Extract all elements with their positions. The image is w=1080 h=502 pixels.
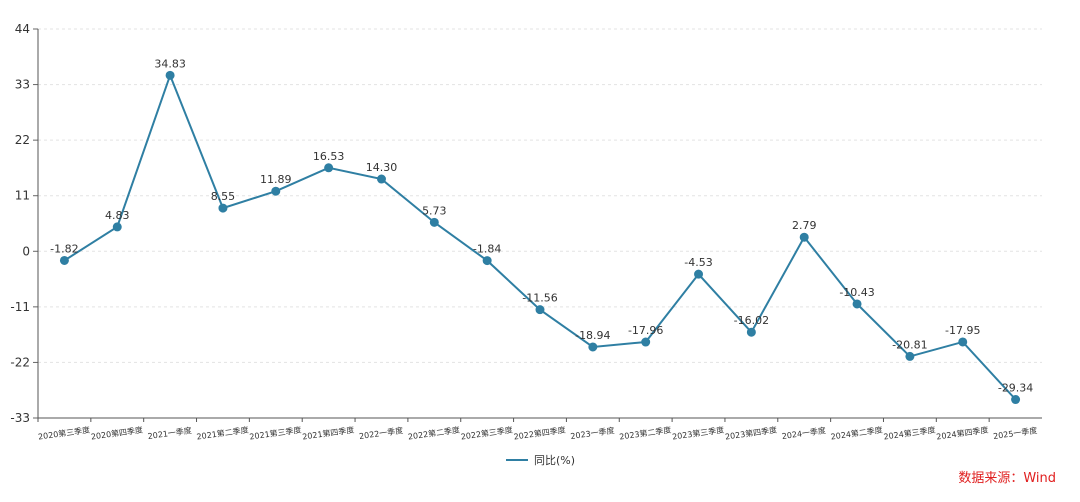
x-tick-label: 2024第二季度 [830,424,883,441]
legend-swatch [506,459,528,461]
data-label: 5.73 [422,204,447,217]
data-point [694,269,704,279]
y-tick-label: -22 [10,355,30,369]
data-label: -17.96 [628,324,663,337]
x-tick-label: 2022一季度 [358,425,403,441]
x-tick-label: 2024一季度 [781,425,826,441]
y-tick-label: 33 [15,78,30,92]
data-label: -18.94 [575,329,610,342]
data-point [376,174,386,184]
y-tick-label: 44 [15,22,30,36]
data-label: -4.53 [684,256,712,269]
legend-label: 同比(%) [534,454,576,467]
data-label: -1.84 [473,243,501,256]
x-tick-label: 2021第二季度 [196,424,249,441]
source-note: 数据来源：Wind [958,471,1056,486]
data-label: 4.83 [105,209,130,222]
y-tick-label: -11 [10,300,30,314]
x-tick-label: 2024第四季度 [936,424,989,441]
x-tick-label: 2023一季度 [570,425,615,441]
data-label: -1.82 [50,242,78,255]
data-point [429,217,439,227]
y-tick-label: 11 [15,189,30,203]
data-point [59,255,69,265]
data-label: -11.56 [522,292,557,305]
data-point [271,186,281,196]
data-label: 14.30 [366,161,398,174]
y-tick-label: 0 [22,244,30,258]
data-label: -20.81 [892,338,927,351]
data-point [535,305,545,315]
x-tick-label: 2021第四季度 [302,424,355,441]
data-point [799,232,809,242]
chart-legend[interactable]: 同比(%) [506,452,575,468]
x-tick-label: 2021一季度 [147,425,192,441]
data-point [218,203,228,213]
data-point [165,70,175,80]
data-label: 2.79 [792,219,817,232]
x-tick-label: 2020第四季度 [90,424,143,441]
data-point [746,327,756,337]
x-tick-label: 2020第三季度 [37,424,90,441]
data-label: -17.95 [945,324,980,337]
x-tick-label: 2025一季度 [993,425,1038,441]
x-tick-label: 2021第三季度 [249,424,302,441]
data-point [1011,395,1021,405]
data-label: -16.02 [734,314,769,327]
data-point [112,222,122,232]
data-label: -10.43 [839,286,874,299]
data-label: 34.83 [154,57,186,70]
y-tick-label: 22 [15,133,30,147]
x-tick-label: 2022第二季度 [407,424,460,441]
data-point [324,163,334,173]
data-point [641,337,651,347]
data-point [482,256,492,266]
series-line [63,72,1017,401]
x-tick-label: 2023第二季度 [619,424,672,441]
y-tick-label: -33 [10,411,30,425]
data-point [905,351,915,361]
data-label: -29.34 [998,382,1033,395]
data-label: 8.55 [211,190,236,203]
x-tick-label: 2022第三季度 [460,424,513,441]
data-label: 16.53 [313,150,345,163]
x-tick-label: 2023第三季度 [671,424,724,441]
data-point [852,299,862,309]
x-tick-label: 2022第四季度 [513,424,566,441]
data-label: 11.89 [260,173,292,186]
data-point [958,337,968,347]
x-tick-label: 2023第四季度 [724,424,777,441]
x-tick-label: 2024第三季度 [883,424,936,441]
data-point [588,342,598,352]
